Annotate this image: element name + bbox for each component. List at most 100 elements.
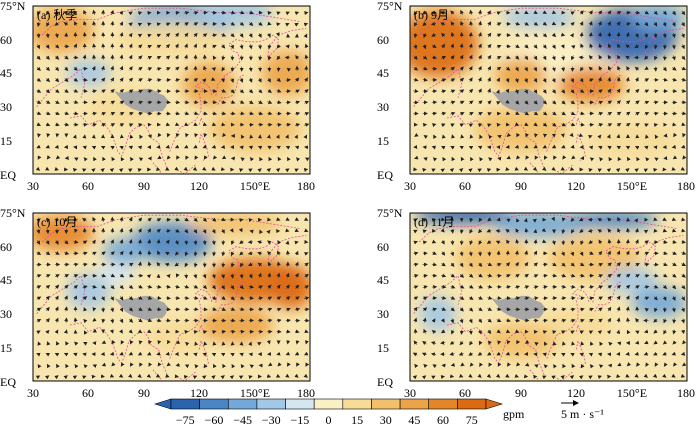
wind-vector bbox=[202, 144, 207, 149]
wind-vector bbox=[46, 155, 51, 160]
wind-vector bbox=[524, 122, 529, 126]
wind-vector bbox=[137, 145, 143, 150]
wind-vector bbox=[607, 123, 613, 127]
wind-vector bbox=[257, 168, 262, 173]
wind-vector bbox=[184, 43, 188, 49]
wind-vector bbox=[230, 89, 236, 93]
wind-vector bbox=[644, 22, 649, 27]
wind-vector bbox=[119, 21, 123, 26]
wind-vector bbox=[542, 55, 547, 61]
wind-vector bbox=[174, 54, 179, 60]
wind-vector bbox=[653, 32, 658, 39]
wind-vector bbox=[450, 10, 455, 15]
wind-vector bbox=[193, 100, 199, 105]
wind-vector bbox=[267, 145, 272, 150]
wind-vector bbox=[267, 88, 272, 94]
wind-vector bbox=[671, 32, 676, 39]
wind-vector bbox=[73, 77, 79, 82]
wind-vector bbox=[450, 55, 455, 60]
wind-vector bbox=[432, 123, 437, 128]
wind-vector bbox=[203, 65, 207, 71]
wind-vector bbox=[36, 44, 40, 50]
wind-vector bbox=[128, 11, 133, 16]
wind-vector bbox=[487, 21, 492, 26]
wind-vector bbox=[422, 66, 428, 71]
wind-vector bbox=[303, 134, 308, 139]
wind-vector bbox=[137, 22, 143, 27]
vector-reference: 5 m · s⁻¹ bbox=[561, 400, 604, 421]
wind-vector bbox=[597, 134, 602, 139]
wind-vector bbox=[165, 122, 171, 127]
wind-vector bbox=[222, 132, 227, 138]
wind-vector bbox=[93, 156, 97, 162]
wind-vector bbox=[588, 20, 593, 26]
wind-vector bbox=[239, 10, 245, 15]
wind-vector bbox=[276, 55, 281, 60]
y-tick-45: 45 bbox=[0, 273, 12, 287]
wind-vector bbox=[45, 144, 50, 149]
x-tick-150e: 150°E bbox=[617, 386, 647, 400]
wind-vector bbox=[414, 132, 419, 137]
anomaly-patch bbox=[631, 6, 687, 31]
wind-vector bbox=[598, 65, 603, 71]
anomaly-patch bbox=[261, 50, 310, 96]
wind-vector bbox=[211, 89, 218, 93]
anomaly-patch bbox=[208, 106, 301, 152]
wind-vector bbox=[294, 100, 301, 105]
x-tick-180: 180 bbox=[677, 179, 695, 193]
wind-vector bbox=[533, 122, 538, 127]
panel-b-y-ticks: 75°N 60 45 30 15 EQ bbox=[377, 0, 403, 182]
wind-vector bbox=[110, 112, 116, 116]
wind-vector bbox=[441, 89, 447, 94]
wind-vector bbox=[174, 78, 181, 83]
wind-vector bbox=[681, 122, 686, 127]
wind-vector bbox=[230, 66, 235, 72]
wind-vector bbox=[230, 100, 236, 104]
wind-vector bbox=[524, 66, 528, 72]
wind-vector bbox=[221, 111, 227, 116]
wind-vector bbox=[36, 55, 41, 60]
wind-vector bbox=[304, 77, 308, 82]
wind-vector bbox=[36, 111, 42, 116]
wind-vector bbox=[468, 145, 474, 150]
coastline bbox=[169, 81, 213, 152]
wind-vector bbox=[165, 166, 170, 171]
wind-vector bbox=[625, 111, 631, 116]
wind-vector bbox=[413, 89, 419, 93]
panel-d-label: (d) 11月 bbox=[414, 215, 455, 229]
wind-vector bbox=[524, 44, 529, 49]
colorbar-cell bbox=[285, 398, 315, 410]
wind-vector bbox=[551, 32, 557, 37]
wind-vector bbox=[176, 155, 180, 160]
wind-vector bbox=[147, 67, 153, 71]
wind-vector bbox=[570, 122, 576, 127]
wind-vector bbox=[671, 55, 676, 61]
wind-vector bbox=[119, 43, 124, 49]
wind-vector bbox=[533, 66, 538, 72]
wind-vector bbox=[514, 144, 520, 149]
wind-vector bbox=[174, 166, 179, 171]
wind-vector bbox=[45, 111, 51, 116]
wind-vector bbox=[276, 77, 281, 83]
wind-vector bbox=[634, 145, 640, 150]
wind-vector bbox=[259, 156, 263, 162]
wind-vector bbox=[653, 111, 659, 116]
wind-vector bbox=[681, 21, 685, 27]
wind-vector bbox=[422, 44, 427, 50]
wind-vector bbox=[285, 122, 291, 127]
wind-vector bbox=[202, 100, 208, 105]
wind-vector bbox=[239, 77, 244, 83]
wind-vector bbox=[147, 100, 153, 105]
wind-vector bbox=[578, 55, 584, 60]
wind-vector bbox=[211, 44, 217, 49]
colorbar-cell bbox=[227, 398, 258, 410]
panel-b-label: (b) 9月 bbox=[414, 8, 449, 22]
wind-vector bbox=[672, 122, 677, 127]
wind-vector bbox=[607, 88, 612, 93]
wind-vector bbox=[257, 145, 263, 150]
colorbar-tick-label: −45 bbox=[233, 413, 252, 426]
wind-vector bbox=[193, 10, 199, 15]
wind-vector bbox=[561, 66, 566, 72]
wind-vector bbox=[552, 122, 557, 127]
wind-vector bbox=[156, 56, 162, 60]
